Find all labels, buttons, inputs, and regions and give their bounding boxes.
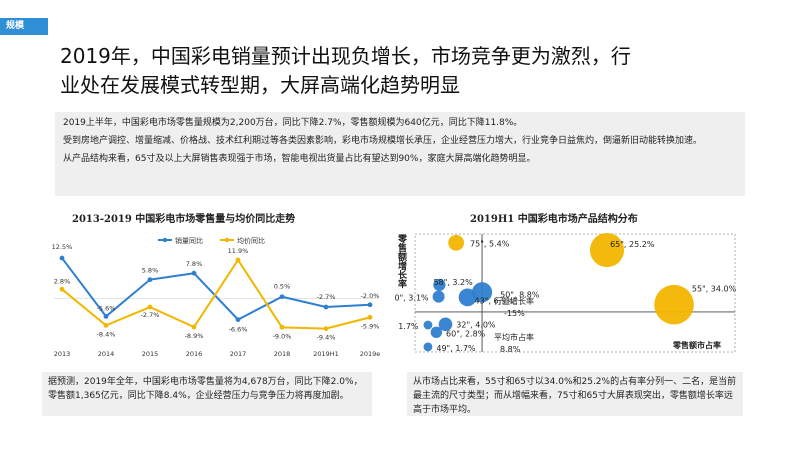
- bubble-label: 60", 2.8%: [446, 329, 486, 338]
- data-label: -5.9%: [361, 322, 380, 330]
- section-tag: 规模: [0, 18, 48, 35]
- summary-panel: 2019上半年，中国彩电市场零售量规模为2,200万台，同比下降2.7%，零售额…: [55, 112, 745, 196]
- bubble: [433, 278, 446, 292]
- bubble: [448, 234, 465, 251]
- title-line-1: 2019年，中国彩电销量预计出现负增长，市场竞争更为激烈，行: [60, 44, 631, 68]
- series-line: [61, 257, 371, 321]
- data-label: -2.7%: [141, 311, 160, 319]
- data-point: [103, 323, 109, 328]
- data-point: [323, 304, 329, 310]
- bubble-label: 32", 4.0%: [456, 320, 496, 329]
- data-label: -8.9%: [185, 332, 204, 340]
- data-label: -6.6%: [229, 326, 248, 334]
- bubble: [438, 317, 453, 332]
- x-tick-label: 2013: [54, 350, 71, 358]
- x-axis-label: 零售额市占率: [672, 340, 721, 350]
- plot-frame: [414, 233, 736, 353]
- data-label: 0.5%: [274, 283, 291, 291]
- data-label: -8.4%: [97, 330, 116, 338]
- data-label: 2.8%: [54, 277, 71, 285]
- title-line-2: 业处在发展模式转型期，大屏高端化趋势明显: [60, 73, 460, 97]
- x-tick-label: 2017: [230, 350, 247, 358]
- data-point: [191, 324, 197, 330]
- legend-marker: [224, 237, 230, 243]
- x-tick-label: 2019e: [360, 350, 381, 358]
- data-point: [191, 270, 197, 276]
- series-line: [61, 258, 371, 330]
- ref-y-value: -15%: [504, 309, 525, 318]
- data-label: -9.4%: [317, 334, 336, 342]
- data-point: [279, 324, 285, 330]
- bubble-label: 58", 3.2%: [433, 278, 473, 287]
- right-chart-title: 2019H1 中国彩电市场产品结构分布: [470, 214, 638, 225]
- ref-y-label: 行业增长率: [494, 296, 534, 306]
- legend-marker: [162, 237, 168, 243]
- bubble-chart: 零售额增长率 行业增长率 -15% 平均市占率 8.8% 零售额市占率 75", 5.4%…: [395, 232, 737, 354]
- ref-x-label: 平均市占率: [494, 332, 534, 342]
- left-chart-title: 2013-2019 中国彩电市场零售量与均价同比走势: [72, 214, 296, 225]
- bubble-label: 75", 5.4%: [470, 240, 510, 249]
- x-tick-label: 2019H1: [313, 350, 339, 358]
- bubble-label: 55", 34.0%: [692, 285, 737, 294]
- bubble: [458, 288, 477, 307]
- bubble: [423, 320, 433, 330]
- data-point: [235, 257, 241, 263]
- data-label: 5.8%: [142, 267, 159, 275]
- bubble: [589, 232, 625, 268]
- bubble: [432, 290, 445, 303]
- x-tick-label: 2014: [98, 350, 115, 358]
- data-point: [235, 317, 241, 322]
- data-point: [103, 313, 109, 319]
- data-label: -2.7%: [317, 293, 336, 301]
- data-point: [279, 294, 285, 300]
- summary-paragraph: 受到房地产调控、增量缩减、价格战、技术红利期过等各类因素影响，彩电市场规模增长承…: [63, 136, 703, 146]
- data-point: [59, 286, 65, 292]
- x-tick-label: 2016: [186, 350, 203, 358]
- summary-paragraph: 从产品结构来看，65寸及以上大屏销售表现强于市场，智能电视出货量占比有望达到90…: [63, 154, 536, 164]
- bubble: [654, 284, 694, 325]
- data-label: 11.9%: [228, 247, 249, 255]
- bubble: [471, 282, 493, 303]
- bubble-label: 70", 1.7%: [395, 322, 419, 331]
- y-axis-label: 零售额增长率: [396, 234, 408, 289]
- bubble-label: 49", 1.7%: [436, 344, 476, 353]
- bubble: [423, 342, 433, 352]
- bubble-label: 65", 25.2%: [610, 240, 655, 249]
- line-chart: 销量同比 均价同比 12.5% -5.6% 5.8% 7.8% -6.6% 0.5% -2.7%…: [52, 236, 381, 358]
- right-note: 从市场占比来看，55寸和65寸以34.0%和25.2%的占有率分列一、二名，是当…: [407, 372, 743, 416]
- data-point: [147, 304, 153, 310]
- left-note: 据预测，2019年全年，中国彩电市场零售量将为4,678万台，同比下降2.0%，…: [42, 372, 372, 416]
- data-point: [59, 255, 65, 261]
- data-point: [323, 326, 329, 332]
- data-label: -2.0%: [361, 292, 380, 300]
- summary-paragraph: 2019上半年，中国彩电市场零售量规模为2,200万台，同比下降2.7%，零售额…: [63, 118, 523, 128]
- data-label: 12.5%: [52, 243, 73, 251]
- data-label: 7.8%: [186, 260, 203, 268]
- legend-label: 均价同比: [237, 236, 265, 245]
- data-point: [367, 314, 373, 320]
- bubble: [430, 326, 443, 339]
- bubble-label: 43", 6.9%: [475, 296, 515, 305]
- bubble-label: 50", 8.8%: [500, 290, 540, 299]
- data-point: [367, 302, 373, 308]
- legend-label: 销量同比: [175, 236, 203, 245]
- x-tick-label: 2015: [142, 350, 159, 358]
- data-point: [147, 277, 153, 283]
- ref-x-value: 8.8%: [500, 345, 521, 354]
- x-tick-label: 2018: [274, 350, 291, 358]
- bubble-label: 40", 3.1%: [395, 294, 429, 303]
- page-title: 2019年，中国彩电销量预计出现负增长，市场竞争更为激烈，行 业处在发展模式转型…: [60, 42, 760, 100]
- data-label: -5.6%: [97, 304, 116, 312]
- data-label: -9.0%: [273, 332, 292, 340]
